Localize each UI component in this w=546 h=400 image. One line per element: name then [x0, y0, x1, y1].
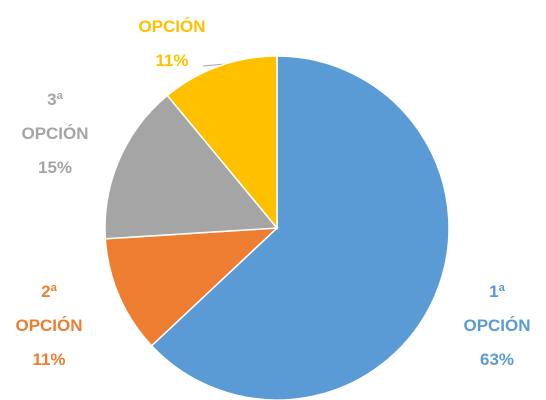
pie-slice	[104, 227, 280, 347]
value-label: 11%	[32, 350, 66, 369]
category-label: 1ª OPCIÓN	[463, 282, 531, 335]
slice-label: 3ª OPCIÓN 15%	[10, 83, 100, 185]
value-label: 63%	[479, 350, 515, 369]
category-label: 4ª OPCIÓN	[138, 0, 206, 36]
category-label: 2ª OPCIÓN	[15, 282, 83, 335]
value-label: 11%	[155, 51, 189, 70]
value-label: 15%	[37, 158, 73, 177]
slice-label: 1ª OPCIÓN 63%	[452, 275, 542, 377]
pie-slice	[104, 94, 279, 240]
slice-label: 2ª OPCIÓN 11%	[4, 275, 94, 377]
pie-slice	[150, 55, 450, 400]
category-label: 3ª OPCIÓN	[21, 90, 89, 143]
pie-slice	[166, 55, 278, 231]
slice-label: 4ª OPCIÓN 11%	[127, 0, 217, 78]
